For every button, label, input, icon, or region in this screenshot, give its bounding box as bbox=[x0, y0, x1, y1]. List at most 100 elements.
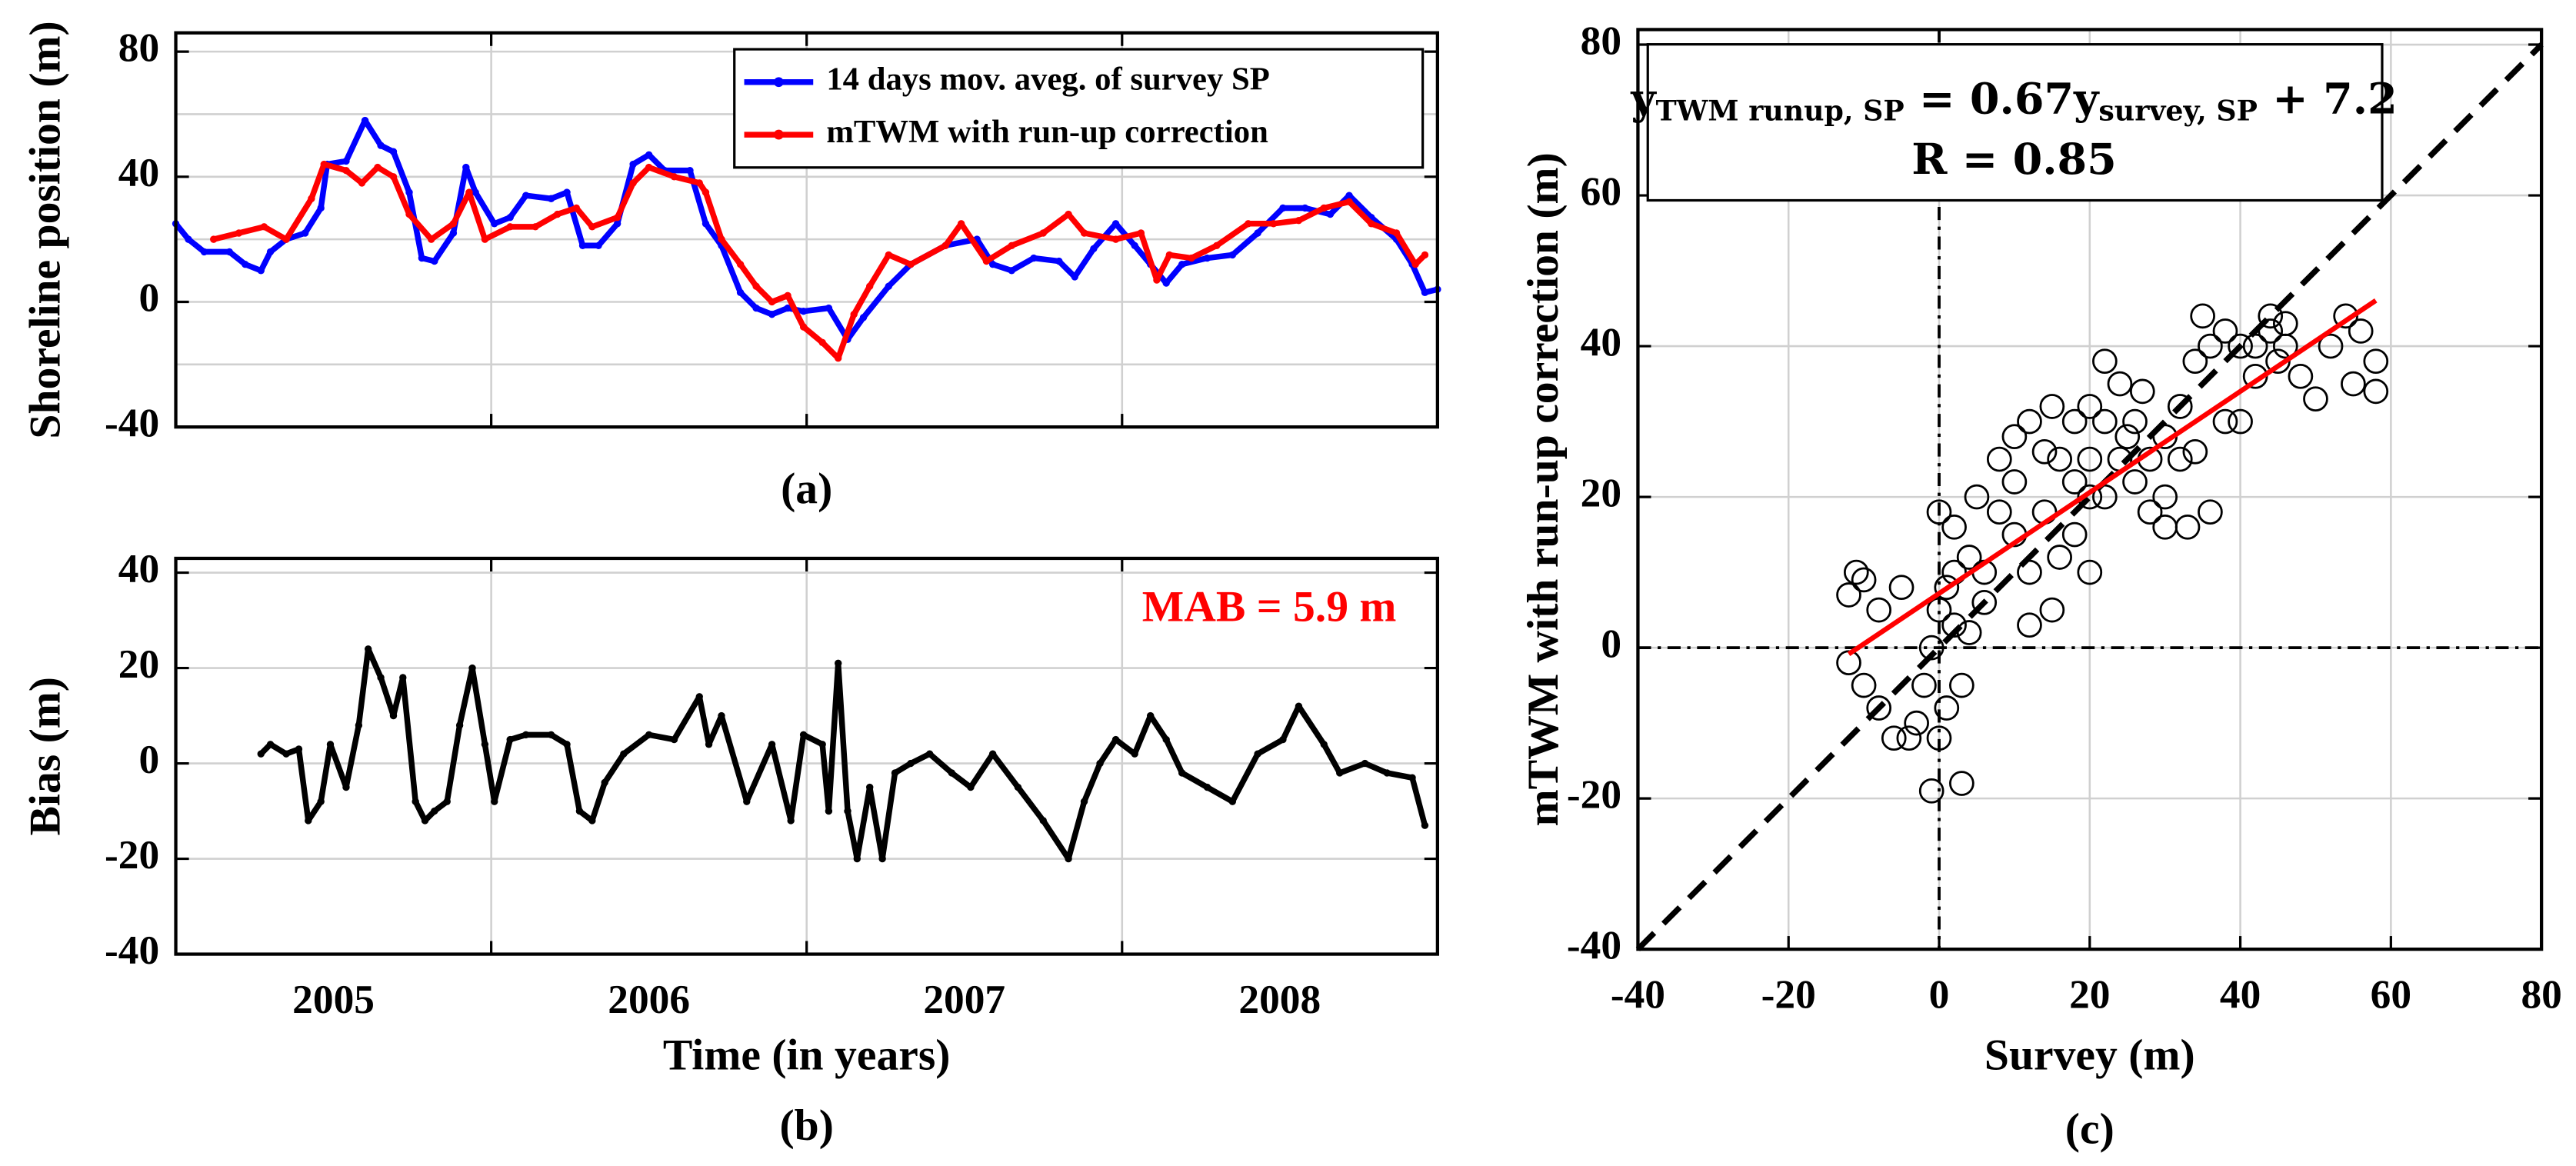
series-point bbox=[563, 741, 571, 748]
scatter-point bbox=[2031, 438, 2058, 465]
scatter-point bbox=[2001, 469, 2028, 495]
series-point bbox=[405, 210, 413, 218]
series-point bbox=[799, 323, 808, 331]
series-point bbox=[242, 260, 249, 268]
scatter-point bbox=[2061, 521, 2088, 548]
series-point bbox=[957, 220, 965, 228]
series-point bbox=[645, 163, 653, 172]
scatter-point bbox=[1866, 695, 1892, 721]
scatter-point bbox=[2198, 333, 2223, 359]
series-point bbox=[878, 855, 886, 863]
scatter-point bbox=[1986, 446, 2012, 472]
y-tick-label: -40 bbox=[105, 927, 159, 973]
scatter-point bbox=[2258, 318, 2284, 344]
series-point bbox=[377, 674, 385, 681]
scatter-point bbox=[2152, 514, 2178, 540]
series-point bbox=[1055, 257, 1063, 265]
series-point bbox=[1320, 204, 1328, 212]
series-point bbox=[491, 798, 498, 805]
series-point bbox=[235, 229, 243, 237]
series-point bbox=[266, 248, 275, 256]
series-point bbox=[260, 223, 268, 231]
scatter-point bbox=[1971, 589, 1998, 615]
scatter-point bbox=[2061, 408, 2088, 435]
series-point bbox=[1345, 192, 1353, 199]
series-point bbox=[695, 179, 703, 187]
series-point bbox=[925, 750, 934, 758]
series-point bbox=[629, 160, 637, 168]
scatter-point bbox=[2122, 408, 2148, 435]
x-tick-label: 2007 bbox=[923, 976, 1005, 1022]
series-point bbox=[412, 798, 419, 805]
series-point bbox=[1188, 254, 1195, 262]
scatter-point bbox=[2152, 484, 2178, 510]
equation: yTWM runup, SP = 0.67ysurvey, SP + 7.2 bbox=[1630, 74, 2397, 127]
series-point bbox=[225, 248, 233, 256]
series-point bbox=[1008, 267, 1015, 275]
series-point bbox=[522, 192, 530, 199]
y-tick-label: -40 bbox=[1567, 921, 1621, 968]
series-point bbox=[301, 229, 309, 237]
series-point bbox=[588, 817, 596, 825]
series-point bbox=[601, 778, 608, 787]
scatter-point bbox=[1918, 635, 1944, 661]
scatter-point bbox=[1881, 725, 1907, 751]
scatter-point bbox=[2190, 303, 2215, 329]
eq-rhs: + 7.2 bbox=[2258, 74, 2398, 124]
series-point bbox=[361, 116, 369, 125]
series-point bbox=[743, 798, 751, 805]
series-point bbox=[1090, 245, 1098, 253]
series-point bbox=[1039, 229, 1047, 237]
series-point bbox=[449, 229, 458, 237]
series-point bbox=[799, 731, 808, 739]
y-tick-label: 60 bbox=[1581, 168, 1621, 214]
y-tick-label: -40 bbox=[105, 399, 159, 445]
series-point bbox=[1162, 279, 1170, 287]
series-point bbox=[1146, 711, 1155, 720]
series-point bbox=[1383, 769, 1391, 777]
identity-line bbox=[1635, 42, 2544, 951]
plot-frame bbox=[1636, 28, 2544, 951]
series-point bbox=[563, 188, 571, 196]
scatter-point bbox=[2047, 446, 2072, 472]
series-point bbox=[443, 798, 451, 805]
series-point bbox=[1254, 229, 1261, 237]
legend-label: mTWM with run-up correction bbox=[826, 114, 1268, 150]
y-tick-label: 80 bbox=[1581, 17, 1621, 63]
scatter-point bbox=[1934, 575, 1960, 601]
scatter-point bbox=[1896, 725, 1922, 751]
series-point bbox=[506, 735, 514, 744]
series-line bbox=[212, 161, 1428, 361]
series-line bbox=[173, 117, 1438, 343]
series-point bbox=[736, 260, 745, 268]
series-point bbox=[613, 220, 622, 228]
series-point bbox=[358, 179, 366, 187]
scatter-point bbox=[1888, 575, 1915, 601]
scatter-point bbox=[2017, 559, 2042, 585]
fit-line bbox=[1847, 298, 2378, 657]
scatter-point bbox=[2107, 371, 2133, 397]
series-point bbox=[907, 260, 915, 268]
scatter-point bbox=[2363, 378, 2389, 405]
series-point bbox=[1361, 759, 1369, 768]
scatter-point bbox=[2092, 348, 2118, 375]
series-point bbox=[506, 223, 514, 231]
x-axis-label: Time (in years) bbox=[663, 1031, 951, 1079]
series-point bbox=[1131, 242, 1138, 249]
series-point bbox=[818, 741, 826, 748]
series-point bbox=[1368, 220, 1375, 228]
scatter-point bbox=[2167, 394, 2193, 419]
series-point bbox=[1065, 855, 1072, 863]
series-point bbox=[455, 721, 464, 729]
equation-box bbox=[1646, 43, 2384, 202]
scatter-point bbox=[2303, 386, 2328, 412]
series-point bbox=[522, 731, 530, 739]
panel-caption: (a) bbox=[781, 465, 832, 513]
y-tick-label: 20 bbox=[1581, 469, 1621, 515]
scatter-point bbox=[1911, 672, 1937, 698]
scatter-point bbox=[2092, 484, 2118, 510]
series-point bbox=[282, 235, 290, 243]
series-point bbox=[317, 204, 325, 212]
series-point bbox=[825, 807, 833, 815]
y-tick-label: 0 bbox=[138, 275, 159, 321]
